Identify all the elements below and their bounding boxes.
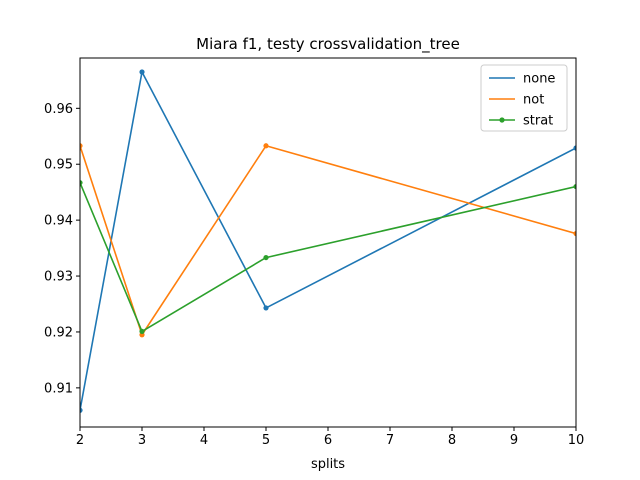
- data-point-not-2: [80, 143, 83, 149]
- data-point-strat-2: [80, 180, 83, 186]
- data-point-none-5: [263, 305, 269, 311]
- x-axis-label: splits: [311, 457, 345, 472]
- y-tick-label: 0.94: [44, 214, 73, 229]
- x-tick-label: 2: [76, 433, 84, 448]
- y-tick-label: 0.95: [44, 158, 73, 173]
- legend: none not strat: [480, 64, 568, 132]
- series-line-not: [80, 144, 576, 336]
- y-tick-label: 0.96: [44, 102, 73, 117]
- y-tick-label: 0.92: [44, 325, 73, 340]
- legend-marker-strat: [499, 117, 505, 123]
- data-point-none-3: [139, 69, 145, 75]
- data-point-strat-5: [263, 254, 269, 261]
- data-point-none-10: [573, 145, 576, 151]
- legend-label-strat: strat: [523, 114, 553, 129]
- series-line-strat: [80, 182, 576, 333]
- legend-box: [480, 64, 568, 132]
- legend-label-not: not: [523, 93, 544, 108]
- x-tick-label: 7: [386, 433, 394, 448]
- x-tick-label: 8: [448, 433, 456, 448]
- x-tick-label: 4: [200, 433, 208, 448]
- legend-label-none: none: [523, 72, 555, 87]
- x-tick-label: 5: [262, 433, 270, 448]
- series-group: [80, 69, 576, 413]
- chart-title: Miara f1, testy crossvalidation_tree: [196, 35, 460, 54]
- x-tick-label: 6: [324, 433, 332, 448]
- x-tick-label: 10: [568, 433, 585, 448]
- y-tick-label: 0.91: [44, 381, 73, 396]
- data-point-none-2: [80, 407, 83, 413]
- y-tick-label: 0.93: [44, 270, 73, 285]
- data-point-strat-3: [139, 328, 145, 334]
- data-point-not-10: [573, 230, 576, 237]
- plot-area: 2 3 4 5 6 7 8 9 10 0.91 0.92 0.93 0.94 0.95 0.96: [44, 57, 585, 448]
- x-tick-label: 3: [138, 433, 146, 448]
- data-point-strat-10: [573, 183, 576, 190]
- data-point-not-5: [263, 143, 269, 149]
- x-tick-label: 9: [510, 433, 518, 448]
